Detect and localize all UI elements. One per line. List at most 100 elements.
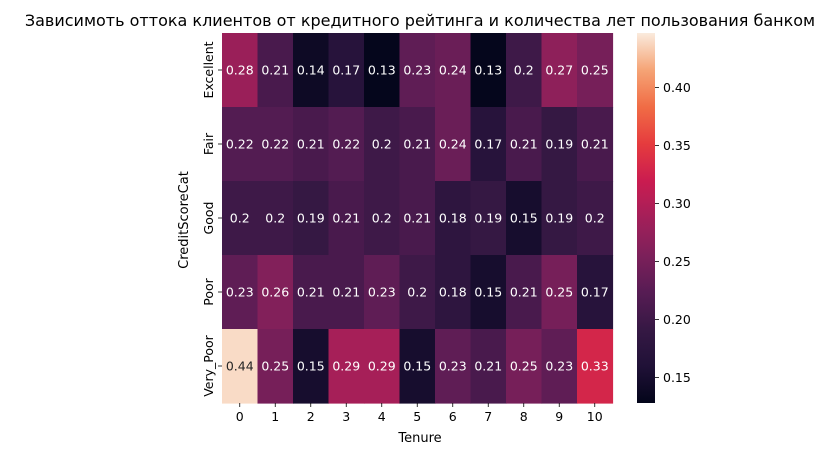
heatmap-cell [470,181,507,256]
cell-value-label: 0.21 [581,137,609,152]
colorbar-tick-label: 0.30 [663,196,691,211]
cell-value-label: 0.25 [545,285,573,300]
heatmap-cell [506,107,543,182]
heatmap-cell [399,329,436,404]
cell-value-label: 0.24 [439,137,467,152]
cell-value-label: 0.18 [439,285,467,300]
heatmap-cell [328,255,365,330]
heatmap-cell [364,107,401,182]
heatmap-cell [435,107,472,182]
colorbar-tick-label: 0.40 [663,80,691,95]
x-tick-label: 3 [342,409,350,424]
heatmap-cell [541,33,578,108]
chart-title: Зависимоть оттока клиентов от кредитного… [25,11,815,30]
cell-value-label: 0.15 [510,211,538,226]
heatmap-cell [541,181,578,256]
cell-value-label: 0.21 [510,285,538,300]
heatmap-cell [470,329,507,404]
heatmap-cell [257,33,294,108]
cell-value-label: 0.28 [226,63,254,78]
x-axis-label: Tenure [397,431,441,446]
x-axis-ticks: 0 1 2 3 4 5 6 7 8 9 10 [236,403,603,424]
cell-value-label: 0.2 [585,211,605,226]
cell-value-label: 0.44 [226,359,254,374]
heatmap-cell [293,255,330,330]
y-tick-label: Very_Poor [201,334,216,396]
cell-value-label: 0.19 [545,137,573,152]
colorbar-ticks: 0.15 0.20 0.25 0.30 0.35 0.40 [655,80,691,385]
x-tick-label: 10 [587,409,603,424]
cell-value-label: 0.22 [332,137,360,152]
cell-value-label: 0.23 [368,285,396,300]
cell-value-label: 0.23 [403,63,431,78]
heatmap-cell [470,255,507,330]
heatmap-cell [577,181,614,256]
y-tick-label: Fair [201,132,216,155]
colorbar-tick-label: 0.35 [663,138,691,153]
heatmap-cells: 0.28 0.21 0.14 0.17 0.13 0.23 0.24 0.13 0.2 0.27 0… [222,33,614,404]
cell-value-label: 0.13 [474,63,502,78]
heatmap-cell [577,33,614,108]
heatmap-cell [577,107,614,182]
cell-value-label: 0.21 [297,285,325,300]
cell-value-label: 0.25 [581,63,609,78]
heatmap-cell [364,33,401,108]
heatmap-cell [506,329,543,404]
heatmap-cell [257,329,294,404]
heatmap-cell [577,329,614,404]
cell-value-label: 0.19 [297,211,325,226]
cell-value-label: 0.25 [510,359,538,374]
heatmap-cell [222,329,259,404]
x-tick-label: 9 [555,409,563,424]
heatmap-cell [506,255,543,330]
cell-value-label: 0.2 [514,63,534,78]
heatmap-cell [364,181,401,256]
heatmap-cell [222,107,259,182]
heatmap-cell [293,329,330,404]
heatmap-cell [470,33,507,108]
heatmap-cell [222,255,259,330]
colorbar-tick-label: 0.25 [663,254,691,269]
heatmap-cell [364,255,401,330]
heatmap-cell [257,255,294,330]
heatmap-cell [506,33,543,108]
cell-value-label: 0.19 [545,211,573,226]
cell-value-label: 0.23 [439,359,467,374]
cell-value-label: 0.26 [261,285,289,300]
heatmap-cell [577,255,614,330]
cell-value-label: 0.33 [581,359,609,374]
heatmap-cell [364,329,401,404]
heatmap-cell [435,33,472,108]
y-axis-label: CreditScoreCat [177,171,192,269]
cell-value-label: 0.2 [407,285,427,300]
cell-value-label: 0.21 [403,211,431,226]
x-tick-label: 2 [307,409,315,424]
heatmap-cell [435,329,472,404]
heatmap-cell [328,107,365,182]
colorbar-tick-label: 0.20 [663,312,691,327]
heatmap-cell [257,107,294,182]
cell-value-label: 0.14 [297,63,325,78]
heatmap-cell [399,255,436,330]
heatmap-cell [435,255,472,330]
cell-value-label: 0.21 [297,137,325,152]
heatmap-cell [328,181,365,256]
x-tick-label: 7 [484,409,492,424]
heatmap-cell [470,107,507,182]
cell-value-label: 0.27 [545,63,573,78]
cell-value-label: 0.17 [581,285,609,300]
x-tick-label: 1 [271,409,279,424]
cell-value-label: 0.25 [261,359,289,374]
cell-value-label: 0.15 [297,359,325,374]
heatmap-cell [328,33,365,108]
heatmap-cell [399,181,436,256]
heatmap-cell [222,181,259,256]
heatmap-cell [328,329,365,404]
heatmap-cell [399,107,436,182]
colorbar-tick-label: 0.15 [663,370,691,385]
cell-value-label: 0.19 [474,211,502,226]
cell-value-label: 0.15 [474,285,502,300]
x-tick-label: 6 [449,409,457,424]
x-tick-label: 0 [236,409,244,424]
cell-value-label: 0.21 [510,137,538,152]
